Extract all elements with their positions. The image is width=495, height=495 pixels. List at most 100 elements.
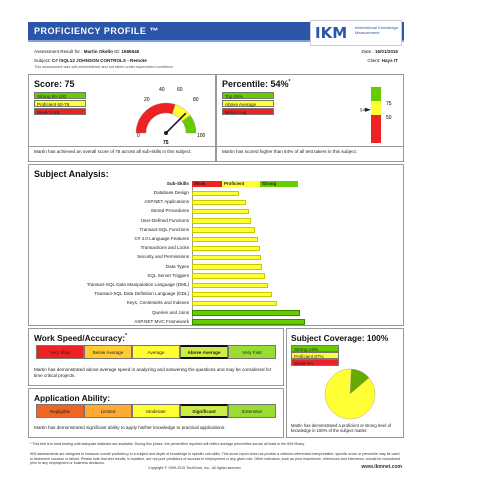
score-legend-strong: Strong 86-100 <box>34 92 86 99</box>
date-line: Date : 16/01/2015 <box>361 49 398 54</box>
work-speed-cell: Above Average <box>180 345 228 359</box>
score-divider <box>29 146 215 147</box>
skill-bar <box>192 300 278 307</box>
date-label: Date : <box>361 49 374 54</box>
application-ability-text: Martin has demonstrated significant abil… <box>34 425 226 430</box>
subject-analysis-title: Subject Analysis: <box>34 169 109 179</box>
gauge-needle <box>165 112 187 134</box>
score-title: Score: 75 <box>34 79 75 89</box>
coverage-legend-weak: Weak 0% <box>291 359 339 366</box>
percentile-marker <box>365 107 371 112</box>
work-speed-cell: Below Average <box>84 345 132 359</box>
skills-header-weak: Weak <box>192 181 222 187</box>
ikm-logo: IKM International Knowledge Measurement <box>310 20 402 46</box>
skills-header-label: Sub-Skills <box>166 181 189 186</box>
skill-bar <box>192 236 259 242</box>
skills-chart: Sub-Skills Weak Proficient Strong Databa… <box>29 181 405 326</box>
score-legend-weak: Weak 0-59 <box>34 108 86 115</box>
work-speed-title: Work Speed/Accuracy:* <box>34 333 127 343</box>
skill-bar <box>192 227 256 233</box>
logo-subtitle: International Knowledge Measurement <box>355 25 398 35</box>
percentile-scale-top <box>371 87 381 101</box>
skill-label: Data Types <box>165 263 189 269</box>
candidate-name: Martin Okello <box>83 49 113 54</box>
gauge-band-strong <box>181 115 197 134</box>
gauge-tick-100: 100 <box>197 133 206 139</box>
skills-header-strong: Strong <box>260 181 298 187</box>
logo-text: IKM <box>315 24 348 42</box>
gauge-tick-80: 80 <box>193 97 199 103</box>
work-speed-cell: Very Fast <box>228 345 276 359</box>
footer-beta-note: * This test is in beta testing until ade… <box>30 442 305 446</box>
footer-disclaimer: IKM assessments are designed to measure … <box>30 452 400 466</box>
coverage-legend-strong: Strong 13% <box>291 345 339 352</box>
application-ability-cell: Significant <box>180 404 228 418</box>
application-ability-cell: Negligible <box>36 404 84 418</box>
skill-bar <box>192 264 263 270</box>
gauge-tick-40: 40 <box>159 87 165 93</box>
work-speed-panel: Work Speed/Accuracy:* Very Slow Below Ave… <box>28 328 284 386</box>
percentile-divider <box>217 146 403 147</box>
report-title: PROFICIENCY PROFILE ™ <box>34 26 159 36</box>
percentile-marker-label: 54 <box>360 107 366 112</box>
skill-bar <box>192 291 272 298</box>
coverage-text: Martin has demonstrated a proficient or … <box>291 423 392 433</box>
coverage-title: Subject Coverage: 100% <box>291 333 389 343</box>
application-ability-cell: Limited <box>84 404 132 418</box>
subject-line: Subject: C# /SQL12 JOHNSON CONTROLS - Re… <box>34 58 147 63</box>
date-value: 16/01/2015 <box>375 49 398 54</box>
skill-label: Transact-SQL Functions <box>139 226 189 232</box>
percentile-legend-top: Top 25% <box>222 92 274 99</box>
id-label: ID: <box>114 49 121 54</box>
application-ability-cell: Extensive <box>228 404 276 418</box>
application-ability-title: Application Ability: <box>34 393 110 403</box>
client-value: Hays IT <box>381 58 398 63</box>
work-speed-title-text: Work Speed/Accuracy: <box>34 333 126 343</box>
skill-label: Keys, Constraints and Indexes <box>126 300 189 306</box>
application-ability-cell: Moderate <box>132 404 180 418</box>
skill-label: User-Defined Functions <box>140 217 189 223</box>
percentile-scale-75: 75 <box>386 101 392 107</box>
gauge-value-label: 75 <box>163 140 169 146</box>
percentile-scale-below <box>371 115 381 143</box>
skill-label: SQL Server Triggers <box>147 272 189 278</box>
skill-bar <box>192 319 306 325</box>
skill-label: Transact-SQL Data Definition Language (D… <box>94 291 189 297</box>
skill-label: ASP.NET MVC Framework <box>134 318 189 324</box>
percentile-scale-50: 50 <box>386 115 392 121</box>
skill-bar <box>192 310 300 316</box>
percentile-title-text: Percentile: 54% <box>222 79 289 89</box>
skill-bar <box>192 199 246 206</box>
subject-analysis-panel: Subject Analysis: Sub-Skills Weak Profic… <box>28 164 404 326</box>
assessment-line: Assessment Result for : Martin Okello ID… <box>34 49 139 54</box>
skill-bar <box>192 190 240 196</box>
score-panel: Score: 75 Strong 86-100 Proficient 60-79… <box>28 74 216 162</box>
skill-bar <box>192 208 249 215</box>
client-label: Client: <box>367 58 381 63</box>
skill-label: Transact-SQL Data Manipulation Language … <box>86 282 189 287</box>
candidate-id: 1686646 <box>121 49 140 54</box>
percentile-legend-above: Above Average <box>222 100 274 107</box>
supervision-note: This assessment was self-administered an… <box>34 65 174 69</box>
subject-value: C# /SQL12 JOHNSON CONTROLS - Remote <box>51 58 147 63</box>
gauge-tick-20: 20 <box>144 97 150 103</box>
score-text: Martin has achieved an overall score of … <box>34 149 192 154</box>
percentile-legend-below: Below Avg <box>222 108 274 115</box>
work-speed-cell: Average <box>132 345 180 359</box>
application-ability-panel: Application Ability: Negligible Limited Mo… <box>28 388 284 438</box>
skill-bar <box>192 273 265 279</box>
percentile-scale: 75 50 54 <box>360 87 392 143</box>
score-legend-proficient: Proficient 60-79 <box>34 100 86 107</box>
skills-header-proficient: Proficient <box>222 181 260 187</box>
gauge-tick-0: 0 <box>137 133 140 139</box>
skill-bar <box>192 254 261 261</box>
score-gauge: 20 40 60 80 0 100 75 <box>135 87 206 146</box>
pie-slice-proficient <box>324 368 376 420</box>
score-report-page: PROFICIENCY PROFILE ™ IKM International … <box>28 20 404 472</box>
coverage-pie <box>324 368 376 420</box>
percentile-title: Percentile: 54%* <box>222 79 291 89</box>
footer-url[interactable]: www.ikmnet.com <box>361 464 402 470</box>
skill-label: Transactions and Locks <box>140 245 189 251</box>
skill-bar <box>192 282 268 288</box>
coverage-legend-proficient: Proficient 87% <box>291 352 339 359</box>
